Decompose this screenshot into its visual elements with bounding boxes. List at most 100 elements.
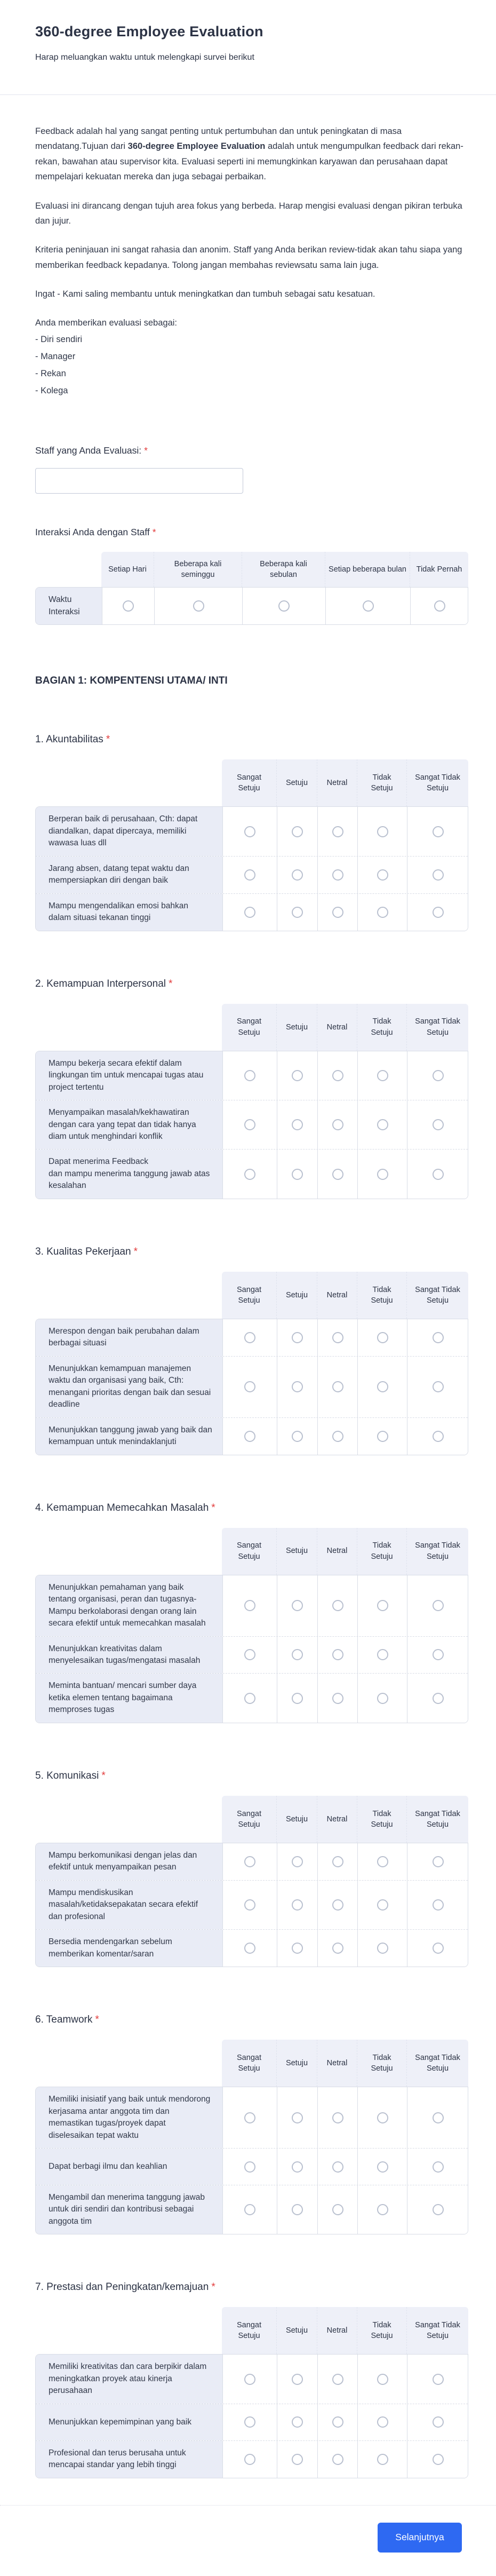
radio-option[interactable]	[332, 2453, 343, 2465]
radio-option[interactable]	[292, 826, 303, 837]
radio-option[interactable]	[244, 1119, 255, 1131]
radio-option[interactable]	[332, 2373, 343, 2385]
radio-option[interactable]	[332, 2112, 343, 2123]
radio-option[interactable]	[377, 2416, 388, 2428]
radio-option[interactable]	[433, 1069, 444, 1081]
radio-option[interactable]	[193, 600, 204, 612]
radio-option[interactable]	[377, 1430, 388, 1442]
radio-option[interactable]	[332, 2416, 343, 2428]
radio-option[interactable]	[377, 2373, 388, 2385]
radio-option[interactable]	[292, 869, 303, 881]
radio-option[interactable]	[244, 1331, 255, 1343]
radio-option[interactable]	[292, 1692, 303, 1704]
radio-option[interactable]	[244, 1856, 255, 1867]
radio-option[interactable]	[292, 906, 303, 918]
radio-option[interactable]	[332, 1430, 343, 1442]
radio-option[interactable]	[433, 1331, 444, 1343]
radio-option[interactable]	[292, 1856, 303, 1867]
radio-option[interactable]	[377, 2112, 388, 2123]
radio-option[interactable]	[244, 1430, 255, 1442]
radio-option[interactable]	[377, 1168, 388, 1180]
next-button[interactable]: Selanjutnya	[378, 2522, 462, 2553]
radio-option[interactable]	[332, 1856, 343, 1867]
radio-option[interactable]	[332, 1381, 343, 1393]
radio-option[interactable]	[292, 1649, 303, 1661]
radio-option[interactable]	[377, 1381, 388, 1393]
radio-option[interactable]	[292, 2112, 303, 2123]
radio-option[interactable]	[433, 1168, 444, 1180]
radio-option[interactable]	[332, 1899, 343, 1911]
radio-option[interactable]	[292, 2161, 303, 2173]
radio-option[interactable]	[433, 1119, 444, 1131]
radio-option[interactable]	[244, 1069, 255, 1081]
radio-option[interactable]	[433, 1943, 444, 1954]
radio-option[interactable]	[244, 2416, 255, 2428]
radio-option[interactable]	[377, 1119, 388, 1131]
radio-option[interactable]	[377, 906, 388, 918]
radio-option[interactable]	[292, 1168, 303, 1180]
radio-option[interactable]	[332, 1331, 343, 1343]
radio-option[interactable]	[433, 1381, 444, 1393]
radio-option[interactable]	[244, 869, 255, 881]
radio-option[interactable]	[377, 1943, 388, 1954]
radio-option[interactable]	[433, 2416, 444, 2428]
radio-option[interactable]	[332, 1692, 343, 1704]
radio-option[interactable]	[433, 869, 444, 881]
radio-option[interactable]	[433, 1692, 444, 1704]
radio-option[interactable]	[332, 826, 343, 837]
radio-option[interactable]	[433, 826, 444, 837]
radio-option[interactable]	[292, 2416, 303, 2428]
radio-option[interactable]	[244, 2373, 255, 2385]
radio-option[interactable]	[332, 1168, 343, 1180]
radio-option[interactable]	[244, 1381, 255, 1393]
radio-option[interactable]	[244, 1692, 255, 1704]
radio-option[interactable]	[244, 2112, 255, 2123]
radio-option[interactable]	[244, 1649, 255, 1661]
radio-option[interactable]	[244, 906, 255, 918]
radio-option[interactable]	[292, 1943, 303, 1954]
radio-option[interactable]	[332, 1069, 343, 1081]
radio-option[interactable]	[433, 1430, 444, 1442]
radio-option[interactable]	[244, 1899, 255, 1911]
radio-option[interactable]	[332, 906, 343, 918]
radio-option[interactable]	[377, 1692, 388, 1704]
radio-option[interactable]	[292, 1899, 303, 1911]
staff-input[interactable]	[35, 468, 243, 494]
radio-option[interactable]	[332, 869, 343, 881]
radio-option[interactable]	[332, 1943, 343, 1954]
radio-option[interactable]	[377, 869, 388, 881]
radio-option[interactable]	[433, 1600, 444, 1612]
radio-option[interactable]	[332, 1600, 343, 1612]
radio-option[interactable]	[292, 1381, 303, 1393]
radio-option[interactable]	[244, 2204, 255, 2216]
radio-option[interactable]	[377, 1331, 388, 1343]
radio-option[interactable]	[332, 1649, 343, 1661]
radio-option[interactable]	[377, 1856, 388, 1867]
radio-option[interactable]	[377, 826, 388, 837]
radio-option[interactable]	[433, 2453, 444, 2465]
radio-option[interactable]	[433, 1856, 444, 1867]
radio-option[interactable]	[244, 1943, 255, 1954]
radio-option[interactable]	[433, 1649, 444, 1661]
radio-option[interactable]	[292, 1069, 303, 1081]
radio-option[interactable]	[292, 1430, 303, 1442]
radio-option[interactable]	[377, 1600, 388, 1612]
radio-option[interactable]	[434, 600, 445, 612]
radio-option[interactable]	[433, 1899, 444, 1911]
radio-option[interactable]	[292, 2373, 303, 2385]
radio-option[interactable]	[377, 1069, 388, 1081]
radio-option[interactable]	[433, 906, 444, 918]
radio-option[interactable]	[433, 2161, 444, 2173]
radio-option[interactable]	[292, 2204, 303, 2216]
radio-option[interactable]	[244, 2161, 255, 2173]
radio-option[interactable]	[244, 2453, 255, 2465]
radio-option[interactable]	[244, 826, 255, 837]
radio-option[interactable]	[292, 1119, 303, 1131]
radio-option[interactable]	[332, 2204, 343, 2216]
radio-option[interactable]	[377, 2161, 388, 2173]
radio-option[interactable]	[377, 1899, 388, 1911]
radio-option[interactable]	[292, 1600, 303, 1612]
radio-option[interactable]	[362, 600, 374, 612]
radio-option[interactable]	[433, 2204, 444, 2216]
radio-option[interactable]	[377, 2453, 388, 2465]
